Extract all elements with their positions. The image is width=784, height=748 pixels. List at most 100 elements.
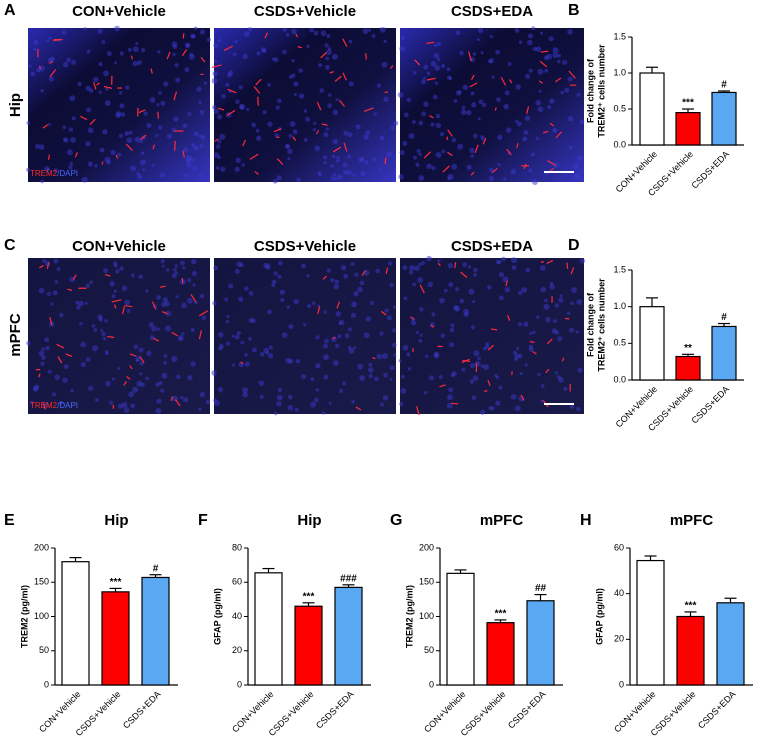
microglia xyxy=(47,154,50,160)
nucleus xyxy=(477,27,484,33)
nucleus xyxy=(280,298,285,303)
nucleus xyxy=(462,262,468,268)
nucleus xyxy=(418,262,422,267)
bar xyxy=(101,591,130,686)
nucleus xyxy=(132,386,139,393)
nucleus xyxy=(52,392,57,397)
nucleus xyxy=(416,148,421,154)
nucleus xyxy=(379,402,384,407)
microglia xyxy=(363,107,374,112)
nucleus xyxy=(298,93,305,99)
nucleus xyxy=(62,61,69,68)
nucleus xyxy=(480,409,486,415)
nucleus xyxy=(546,53,553,60)
nucleus xyxy=(235,99,240,104)
nucleus xyxy=(313,30,319,36)
nucleus xyxy=(156,327,161,331)
nucleus xyxy=(544,68,549,73)
nucleus xyxy=(563,386,568,391)
nucleus xyxy=(258,380,265,387)
nucleus xyxy=(69,95,76,102)
nucleus xyxy=(184,67,190,73)
y-tick-label: 0 xyxy=(237,679,242,689)
nucleus xyxy=(242,53,248,60)
nucleus xyxy=(353,291,359,297)
nucleus xyxy=(30,400,34,405)
nucleus xyxy=(189,52,194,57)
nucleus xyxy=(192,165,198,171)
nucleus xyxy=(54,279,59,284)
nucleus xyxy=(557,59,561,64)
microglia xyxy=(317,306,321,315)
y-tick-label: 80 xyxy=(232,542,242,552)
nucleus xyxy=(117,366,121,370)
nucleus xyxy=(431,312,436,317)
nucleus xyxy=(215,144,221,149)
nucleus xyxy=(176,374,181,380)
nucleus xyxy=(403,296,408,301)
nucleus xyxy=(420,79,427,85)
nucleus xyxy=(419,333,423,337)
nucleus xyxy=(281,332,288,338)
nucleus xyxy=(568,327,575,333)
y-tick-label: 0 xyxy=(44,679,49,689)
microglia xyxy=(555,77,562,83)
nucleus xyxy=(342,381,347,386)
nucleus xyxy=(471,395,477,401)
nucleus xyxy=(342,162,348,168)
nucleus xyxy=(312,128,317,132)
y-axis-label: GFAP (pg/ml) xyxy=(212,588,222,645)
bar xyxy=(716,602,745,686)
nucleus xyxy=(433,352,440,359)
nucleus xyxy=(333,177,338,181)
nucleus xyxy=(552,319,557,323)
bar xyxy=(676,615,705,686)
bar xyxy=(639,306,665,381)
y-axis-label: TREM2⁺ cells number xyxy=(596,44,606,138)
nucleus xyxy=(84,301,88,305)
nucleus xyxy=(199,109,205,115)
microglia xyxy=(153,337,160,342)
nucleus xyxy=(121,285,128,291)
nucleus xyxy=(577,155,584,161)
nucleus xyxy=(265,264,271,270)
nucleus xyxy=(53,168,59,173)
nucleus xyxy=(423,390,428,395)
nucleus xyxy=(362,28,369,35)
nucleus xyxy=(109,400,114,405)
nucleus xyxy=(531,26,536,31)
nucleus xyxy=(403,112,409,118)
y-tick-label: 1.5 xyxy=(613,264,626,274)
nucleus xyxy=(514,353,520,359)
nucleus xyxy=(415,330,419,335)
microglia xyxy=(389,65,394,70)
nucleus xyxy=(39,65,45,72)
nucleus xyxy=(187,112,192,117)
nucleus xyxy=(363,159,369,165)
nucleus xyxy=(34,143,41,150)
nucleus xyxy=(198,407,202,411)
nucleus xyxy=(350,312,356,318)
microglia xyxy=(38,373,41,378)
nucleus xyxy=(232,363,236,367)
nucleus xyxy=(149,97,156,103)
nucleus xyxy=(470,154,475,158)
nucleus xyxy=(47,369,52,374)
nucleus xyxy=(448,387,454,393)
nucleus xyxy=(495,400,501,406)
microglia xyxy=(253,86,261,94)
nucleus xyxy=(205,399,211,405)
nucleus xyxy=(149,335,155,340)
nucleus xyxy=(522,136,528,142)
nucleus xyxy=(320,30,327,37)
nucleus xyxy=(83,27,87,31)
nucleus xyxy=(323,310,327,314)
nucleus xyxy=(512,350,518,355)
nucleus xyxy=(451,163,458,170)
microglia xyxy=(529,340,535,343)
y-tick-label: 0.5 xyxy=(613,338,626,348)
nucleus xyxy=(211,370,217,376)
nucleus xyxy=(293,93,297,97)
nucleus xyxy=(273,411,278,416)
nucleus xyxy=(435,151,442,158)
